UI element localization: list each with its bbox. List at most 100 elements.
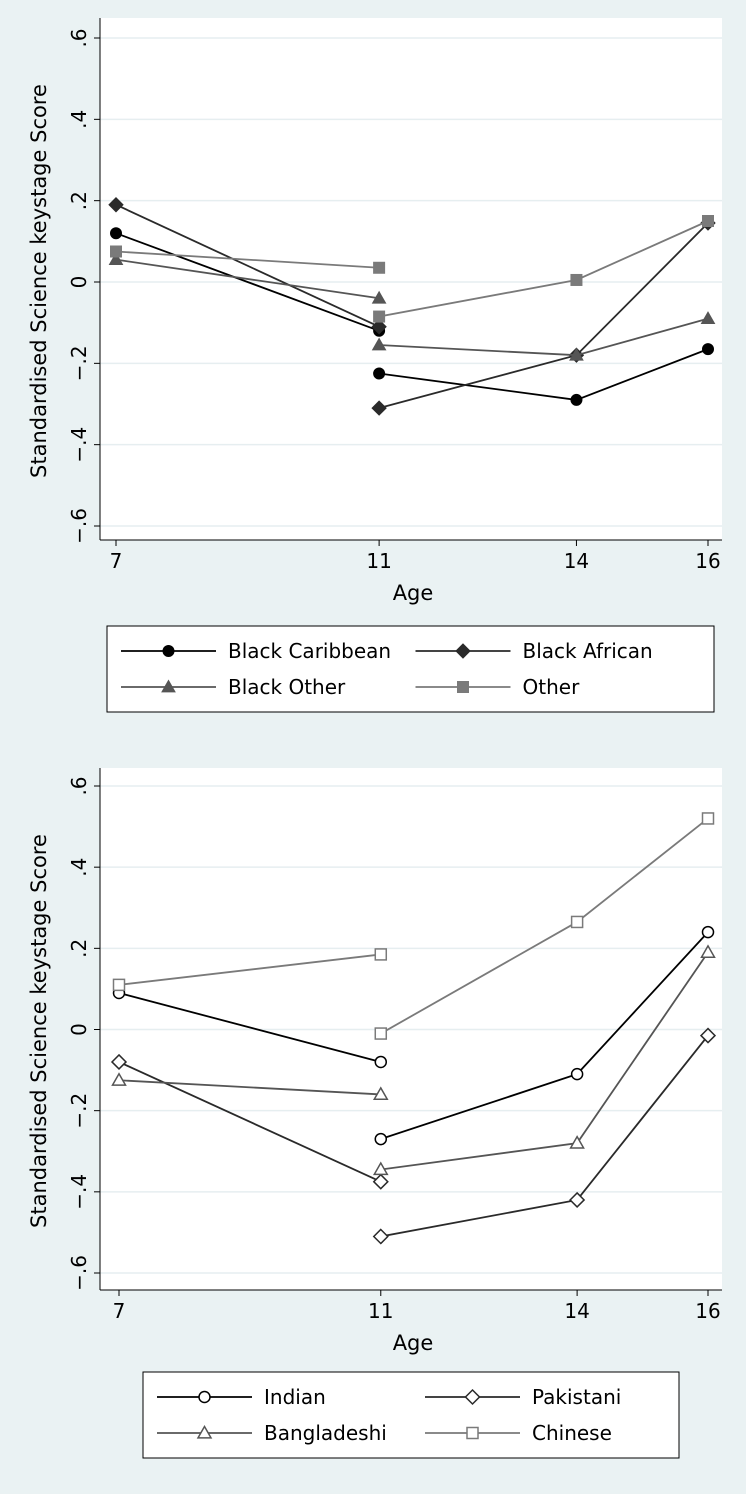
legend-key-marker <box>162 645 175 657</box>
data-point <box>110 245 122 258</box>
series-pakistani <box>110 1027 717 1245</box>
legend-label: Black Caribbean <box>228 639 391 663</box>
data-point <box>700 944 716 959</box>
data-point <box>374 1132 388 1146</box>
data-point <box>110 227 122 240</box>
chart-1: −.6 −.4 −.2 0 .2 .4 .6 7 11 14 16 Age Standardised S… <box>27 18 722 713</box>
y-tick-label: 0 <box>67 276 91 289</box>
legend: Indian Pakistani Bangladeshi Chinese <box>142 1371 680 1459</box>
legend-label: Other <box>523 675 581 699</box>
data-point <box>374 948 388 961</box>
y-tick-label: −.2 <box>67 1093 91 1129</box>
x-axis-title: Age <box>393 1331 434 1355</box>
data-point <box>374 1055 388 1069</box>
data-point <box>569 1191 586 1209</box>
series-black-caribbean <box>110 227 714 406</box>
data-point <box>372 1228 389 1245</box>
y-tick-label: 0 <box>67 1023 91 1036</box>
series-line <box>115 232 380 332</box>
x-tick-label: 14 <box>564 1299 589 1323</box>
legend-key-marker <box>455 643 471 659</box>
y-tick-label: −.4 <box>67 427 91 463</box>
legend-label: Pakistani <box>532 1385 621 1409</box>
data-point <box>570 393 583 406</box>
series-bangladeshi <box>111 944 716 1176</box>
x-tick-label: 14 <box>564 549 589 573</box>
legend-item: Pakistani <box>425 1385 621 1409</box>
y-tick-label: .2 <box>67 191 91 210</box>
data-point <box>372 1173 389 1190</box>
y-tick-label: −.6 <box>67 1255 91 1291</box>
x-tick-label: 16 <box>695 549 720 573</box>
series-line <box>115 258 380 300</box>
legend-label: Indian <box>264 1385 326 1409</box>
legend-label: Chinese <box>532 1421 612 1445</box>
data-point <box>371 319 387 335</box>
data-point <box>111 1072 127 1086</box>
series-other <box>110 215 714 323</box>
legend-box <box>142 1371 680 1459</box>
y-tick-label: .6 <box>67 28 91 47</box>
series-black-other <box>108 252 716 361</box>
legend-key-marker <box>466 1426 479 1440</box>
legend-key-marker <box>196 1424 213 1439</box>
series-line <box>118 992 382 1063</box>
data-point <box>112 978 126 992</box>
data-point <box>569 347 584 361</box>
data-point <box>371 290 387 304</box>
chart-2: −.6 −.4 −.2 0 .2 .4 .6 7 11 14 16 Age Standardised S… <box>27 768 722 1459</box>
data-point <box>702 215 714 227</box>
y-tick-label: .2 <box>67 939 91 958</box>
data-point <box>699 1027 717 1044</box>
series-indian <box>112 925 715 1146</box>
legend-box <box>106 625 715 713</box>
legend-item: Black African <box>415 639 653 663</box>
legend-item: Indian <box>157 1385 326 1409</box>
data-point <box>372 1161 389 1176</box>
x-tick-label: 11 <box>366 549 391 573</box>
x-tick-label: 7 <box>110 549 123 573</box>
legend-item: Bangladeshi <box>157 1421 387 1445</box>
data-point <box>569 1135 585 1149</box>
y-axis-title: Standardised Science keystage Score <box>27 84 51 478</box>
data-point <box>702 343 714 356</box>
data-point <box>373 367 386 380</box>
legend-item: Black Caribbean <box>121 639 391 663</box>
series-line <box>115 203 380 328</box>
series-chinese <box>112 812 715 1040</box>
y-tick-label: −.4 <box>67 1174 91 1210</box>
data-point <box>570 273 583 286</box>
data-point <box>108 252 124 266</box>
plot-area <box>100 18 722 540</box>
x-tick-label: 11 <box>368 1299 393 1323</box>
y-tick-label: .4 <box>67 110 91 129</box>
legend-item: Black Other <box>121 675 346 699</box>
data-point <box>373 310 386 323</box>
legend-key-marker <box>464 1388 481 1406</box>
data-point <box>108 197 124 213</box>
series-line <box>118 953 381 986</box>
data-point <box>371 337 387 351</box>
legend: Black Caribbean Black African Black Other O… <box>106 625 715 713</box>
data-point <box>701 925 715 939</box>
x-axis-title: Age <box>393 581 434 605</box>
legend-key-marker <box>198 1390 211 1404</box>
legend-label: Bangladeshi <box>264 1421 387 1445</box>
legend-item: Other <box>415 675 581 699</box>
data-point <box>570 1067 584 1081</box>
y-tick-label: .6 <box>67 776 91 795</box>
data-point <box>701 812 715 825</box>
data-point <box>110 1053 128 1071</box>
legend-label: Black African <box>523 639 653 663</box>
data-point <box>371 400 387 416</box>
data-point <box>700 311 716 324</box>
x-tick-label: 16 <box>695 1299 720 1323</box>
legend-key-marker <box>161 679 176 693</box>
y-tick-label: −.6 <box>67 508 91 544</box>
y-axis-title: Standardised Science keystage Score <box>27 834 51 1228</box>
y-tick-label: .4 <box>67 858 91 877</box>
x-tick-label: 7 <box>113 1299 126 1323</box>
data-point <box>374 1027 388 1040</box>
series-line <box>115 250 380 269</box>
